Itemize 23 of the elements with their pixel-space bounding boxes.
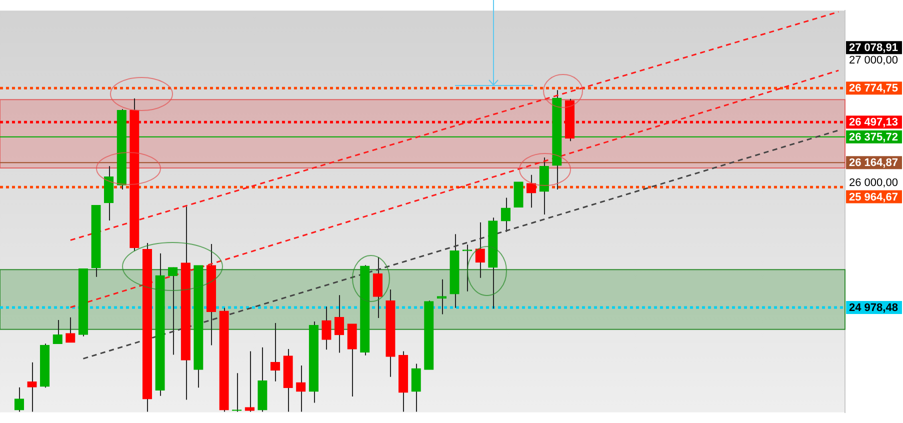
ref-line-label: 26 497,13 — [849, 116, 898, 129]
candlestick — [347, 323, 357, 398]
candlestick — [270, 322, 280, 382]
text: 27 078,91 — [849, 42, 898, 54]
ref-line-label: 26 774,75 — [849, 82, 898, 95]
candlestick — [27, 362, 37, 412]
ref-line-label: 24 978,48 — [849, 302, 898, 314]
y-tick-label: 27 000,00 — [849, 54, 898, 67]
candlestick — [334, 294, 344, 354]
ref-line-label: 25 964,67 — [849, 191, 898, 204]
candlestick — [475, 222, 485, 278]
ref-line-label: 26 164,87 — [849, 157, 898, 170]
candlestick — [539, 157, 549, 216]
candlestick — [296, 365, 306, 412]
candlestick — [526, 174, 536, 208]
y-tick-label: 26 000,00 — [849, 176, 898, 189]
candlestick — [322, 306, 332, 350]
candlestick — [168, 266, 178, 356]
candlestick — [411, 363, 421, 412]
candlestick — [244, 350, 254, 412]
candlestick — [372, 256, 383, 318]
ref-line-label: 26 375,72 — [849, 131, 898, 144]
candlestick — [66, 316, 76, 343]
